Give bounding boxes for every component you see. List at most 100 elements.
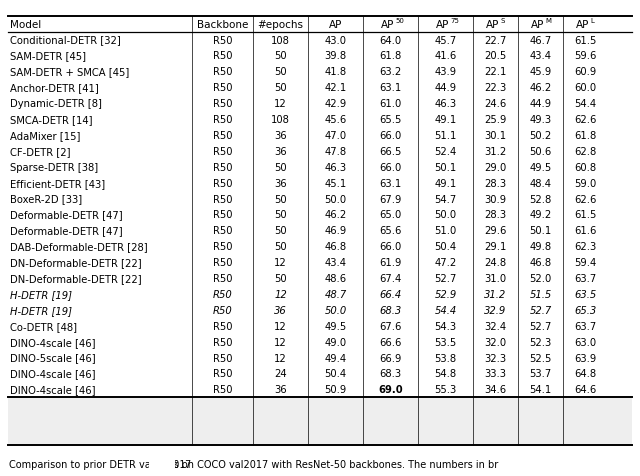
Text: R50: R50 [213,242,232,252]
Text: R50: R50 [213,83,232,93]
Text: 39.8: 39.8 [324,51,347,61]
Text: 12: 12 [275,337,287,347]
Text: 32.6: 32.6 [484,416,507,426]
Text: 54.4: 54.4 [575,99,596,109]
Text: 50: 50 [275,194,287,204]
Text: 50: 50 [275,51,287,61]
Text: R50: R50 [213,51,232,61]
Text: AP: AP [329,20,342,30]
Text: 55.3: 55.3 [435,385,457,395]
Text: R50: R50 [213,178,232,188]
Text: 66.4: 66.4 [380,289,402,299]
Text: 24.6: 24.6 [484,99,507,109]
Text: 65.6: 65.6 [380,226,402,236]
Text: 65.0: 65.0 [380,210,402,220]
Text: 45.7: 45.7 [435,36,457,45]
Text: 46.3: 46.3 [435,99,456,109]
Text: 65.5: 65.5 [380,115,402,125]
Text: 22.1: 22.1 [484,67,507,77]
Text: 52.7: 52.7 [529,321,552,331]
Text: 45.1: 45.1 [324,178,347,188]
Text: Model: Model [10,20,42,30]
Text: 63.2: 63.2 [380,67,402,77]
Text: M: M [546,18,552,24]
Text: 42.9: 42.9 [324,99,347,109]
Text: 35.2: 35.2 [483,432,508,442]
Text: 62.8: 62.8 [574,147,596,157]
Text: 28.3: 28.3 [484,178,507,188]
Text: 46.3: 46.3 [324,162,347,172]
Text: 49.8: 49.8 [529,242,552,252]
Text: Stable-DINO-4scale (ours): Stable-DINO-4scale (ours) [10,432,140,442]
Text: 31.0: 31.0 [484,274,507,283]
Text: Deformable-DETR [47]: Deformable-DETR [47] [10,226,123,236]
Text: 61.8: 61.8 [380,51,402,61]
Text: 49.4: 49.4 [324,353,347,363]
Text: Backbone: Backbone [197,20,248,30]
Text: 12: 12 [275,416,287,426]
Text: Sparse-DETR [38]: Sparse-DETR [38] [10,162,99,172]
Text: L: L [591,18,595,24]
Text: 60.0: 60.0 [575,83,596,93]
Text: R50: R50 [213,36,232,45]
Text: 32.9: 32.9 [484,400,507,410]
Text: 52.5: 52.5 [529,353,552,363]
Text: Conditional-DETR [32]: Conditional-DETR [32] [10,36,121,45]
Text: 29.6: 29.6 [484,226,507,236]
Text: 50.5 (+1.1): 50.5 (+1.1) [307,416,364,426]
Text: 29.1: 29.1 [484,242,507,252]
Text: 64.0: 64.0 [380,36,402,45]
Text: 41.6: 41.6 [435,51,457,61]
Text: 49.0: 49.0 [324,337,347,347]
Text: AP: AP [531,20,544,30]
Text: 24: 24 [275,432,287,442]
Text: BoxeR-2D [33]: BoxeR-2D [33] [10,194,83,204]
Text: 45.9: 45.9 [529,67,552,77]
Text: 49.2: 49.2 [529,210,552,220]
Text: 67.4: 67.4 [380,400,402,410]
Text: 67.9: 67.9 [380,194,402,204]
Text: 66.5: 66.5 [573,432,598,442]
Text: 32.0: 32.0 [484,337,507,347]
Text: R50: R50 [213,131,232,140]
Text: 62.6: 62.6 [574,115,596,125]
Text: 55.3: 55.3 [435,416,457,426]
Text: R50: R50 [212,305,232,315]
Text: 108: 108 [271,36,290,45]
Text: 67.6: 67.6 [380,321,402,331]
Text: H-DETR [19]: H-DETR [19] [10,289,72,299]
Text: Anchor-DETR [41]: Anchor-DETR [41] [10,83,99,93]
Text: 22.7: 22.7 [484,36,507,45]
Text: 48.6: 48.6 [324,274,347,283]
Text: 50.0: 50.0 [324,305,347,315]
Text: val2017: val2017 [150,459,191,469]
Text: 12: 12 [275,289,287,299]
Text: H-DETR [19]: H-DETR [19] [10,305,72,315]
Text: 30.1: 30.1 [484,131,507,140]
Text: 50.9: 50.9 [324,385,347,395]
Text: R50: R50 [213,147,232,157]
Text: DINO-4scale [46]: DINO-4scale [46] [10,385,96,395]
Text: 55.0: 55.0 [435,400,457,410]
Text: 12: 12 [275,400,287,410]
Text: R50: R50 [213,194,232,204]
Text: 66.6: 66.6 [380,337,402,347]
Text: 64.6: 64.6 [574,385,596,395]
Text: R50: R50 [213,321,232,331]
Text: 44.9: 44.9 [435,83,456,93]
Text: R50: R50 [213,337,232,347]
Text: 65.3: 65.3 [574,305,596,315]
Text: 49.3: 49.3 [529,115,552,125]
Text: 54.7: 54.7 [435,194,457,204]
Text: 46.2: 46.2 [529,83,552,93]
Text: 63.5: 63.5 [574,289,596,299]
Text: Comparison to prior DETR variants on COCO val2017 with ResNet-50 backbones. The : Comparison to prior DETR variants on COC… [9,459,498,469]
Text: 63.1: 63.1 [380,178,402,188]
Text: 49.1: 49.1 [435,115,457,125]
Text: 52.8: 52.8 [529,194,552,204]
Text: R50: R50 [213,226,232,236]
Text: Dynamic-DETR [8]: Dynamic-DETR [8] [10,99,102,109]
Text: 66.8: 66.8 [380,416,402,426]
Text: 49.1: 49.1 [435,178,457,188]
Text: 49.5: 49.5 [324,321,347,331]
